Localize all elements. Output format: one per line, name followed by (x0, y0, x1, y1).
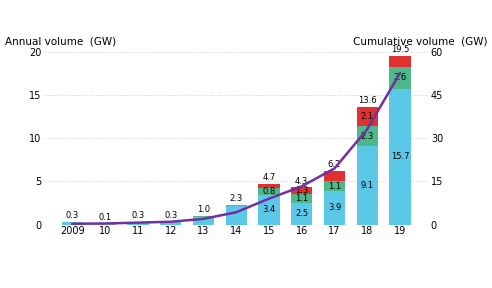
Text: 6.2: 6.2 (328, 160, 341, 169)
Bar (258, 188, 279, 195)
Text: 1.0: 1.0 (197, 205, 210, 214)
Bar (389, 67, 411, 89)
Bar (193, 217, 214, 225)
Bar (258, 184, 279, 188)
Text: Cumulative volume  (GW): Cumulative volume (GW) (353, 36, 487, 46)
Text: 2.6: 2.6 (393, 73, 406, 82)
Text: 0.3: 0.3 (164, 211, 177, 220)
Text: 9.1: 9.1 (361, 181, 374, 190)
Bar (127, 222, 149, 225)
Bar (258, 195, 279, 225)
Text: 0.3: 0.3 (66, 211, 79, 220)
Text: 2.5: 2.5 (295, 209, 308, 218)
Bar (160, 222, 181, 225)
Text: 15.7: 15.7 (391, 152, 409, 161)
Bar (324, 171, 345, 181)
Bar (324, 181, 345, 191)
Text: 4.3: 4.3 (295, 177, 308, 186)
Text: 3.9: 3.9 (328, 203, 341, 212)
Bar (94, 224, 116, 225)
Bar (291, 187, 312, 194)
Bar (389, 56, 411, 67)
Bar (62, 222, 83, 225)
Text: 0.3: 0.3 (131, 211, 145, 220)
Text: 2.1: 2.1 (361, 112, 374, 121)
Text: 2.3: 2.3 (361, 132, 374, 141)
Bar (357, 146, 378, 225)
Text: 0.8: 0.8 (262, 187, 276, 196)
Text: 4.7: 4.7 (262, 173, 276, 182)
Bar (193, 216, 214, 217)
Bar (225, 205, 247, 206)
Text: 2.3: 2.3 (230, 194, 243, 203)
Bar (357, 126, 378, 146)
Bar (291, 194, 312, 203)
Text: 13.6: 13.6 (358, 96, 376, 105)
Bar (225, 206, 247, 225)
Text: 1.3: 1.3 (295, 186, 308, 195)
Bar (389, 89, 411, 225)
Text: 1.1: 1.1 (328, 182, 341, 191)
Bar (357, 107, 378, 126)
Text: 1.1: 1.1 (295, 194, 308, 203)
Text: Annual volume  (GW): Annual volume (GW) (5, 36, 116, 46)
Text: 19.5: 19.5 (391, 46, 409, 54)
Text: 0.1: 0.1 (98, 213, 112, 222)
Bar (291, 203, 312, 225)
Bar (324, 191, 345, 225)
Text: 3.4: 3.4 (262, 205, 276, 215)
